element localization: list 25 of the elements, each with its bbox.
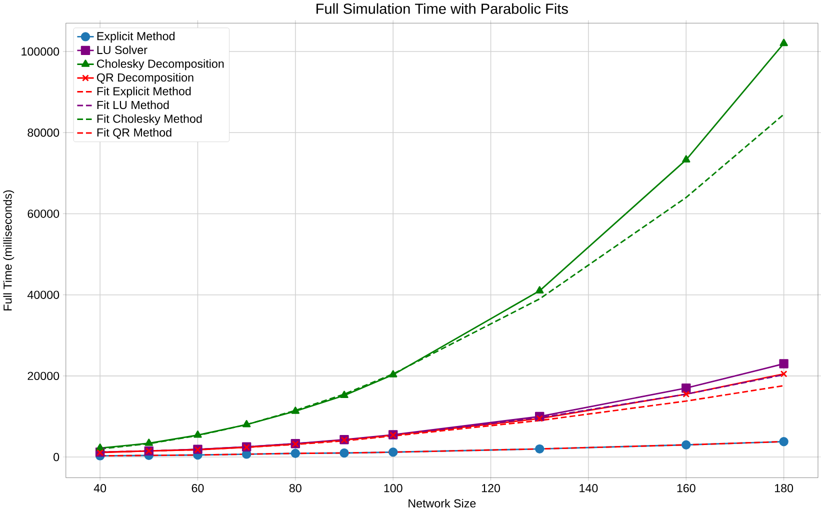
x-tick-label: 140 <box>580 484 598 492</box>
x-tick-label: 100 <box>384 484 402 492</box>
y-tick-label: 100000 <box>22 48 60 56</box>
legend-label: Explicit Method <box>97 32 175 43</box>
legend-label: QR Decomposition <box>96 73 194 84</box>
x-tick-label: 180 <box>774 484 794 492</box>
y-tick-label: 0 <box>54 453 60 462</box>
y-tick-label: 40000 <box>27 290 60 300</box>
legend-label: Cholesky Decomposition <box>97 59 224 70</box>
x-tick-label: 160 <box>677 484 696 492</box>
x-tick-label: 80 <box>289 484 302 492</box>
chart-title: Full Simulation Time with Parabolic Fits <box>316 3 568 14</box>
legend-label: LU Solver <box>97 46 148 54</box>
x-tick-label: 120 <box>482 484 500 492</box>
y-tick-label: 80000 <box>28 128 60 137</box>
legend-label: Fit Cholesky Method <box>97 114 202 126</box>
y-axis-title: Full Time (milliseconds) <box>3 190 14 310</box>
legend-label: Fit LU Method <box>97 100 169 110</box>
y-tick-label: 20000 <box>28 372 60 380</box>
x-axis-title: Network Size <box>408 499 476 508</box>
y-tick-label: 60000 <box>28 210 60 218</box>
x-tick-label: 60 <box>192 484 204 492</box>
x-tick-label: 40 <box>94 484 106 492</box>
legend-label: Fit Explicit Method <box>97 86 191 98</box>
legend-label: Fit QR Method <box>97 128 172 139</box>
